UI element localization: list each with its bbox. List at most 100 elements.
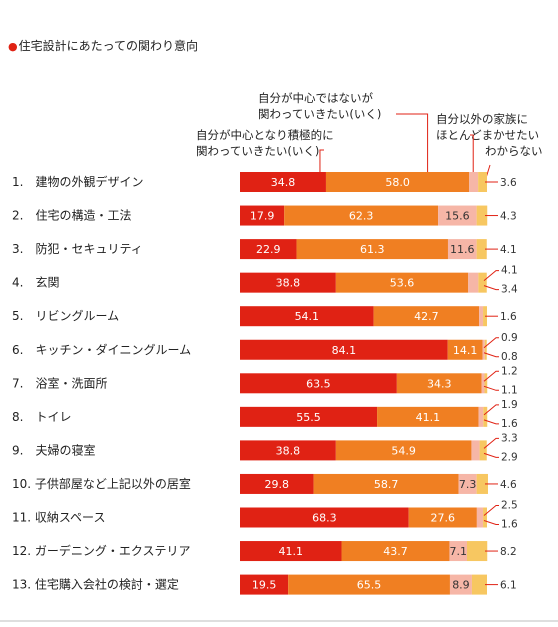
category-label-3: 3. 防犯・セキュリティ [12, 241, 143, 256]
data-label-r13-s3: 8.9 [452, 579, 470, 592]
data-label-r10-s3: 7.3 [459, 478, 477, 491]
bar-segment-r4-s2 [335, 272, 469, 293]
data-label-r10-s2: 58.7 [374, 478, 399, 491]
bar-segment-r9-s4 [479, 440, 487, 461]
category-label-11: 11. 収納スペース [12, 511, 105, 525]
legend-label-2-line-2: 関わっていきたい(いく) [258, 107, 381, 121]
data-label-r4-s1: 38.8 [276, 277, 301, 290]
legend-leader-line-2 [396, 113, 429, 175]
bar-segment-r12-s2 [341, 541, 450, 562]
legend-label-2-line-1: 自分が中心ではないが [258, 91, 373, 105]
data-label-r9-s1: 38.8 [276, 444, 301, 457]
category-label-8: 8. トイレ [12, 410, 71, 424]
data-label-r13-s2: 65.5 [357, 579, 382, 592]
side-label-r8-1: 1.9 [501, 399, 518, 411]
side-label-r6-1: 0.9 [501, 332, 518, 344]
bar-segment-r7-s1 [240, 373, 397, 394]
bar-segment-r6-s3 [482, 339, 485, 360]
bar-segment-r12-s4 [466, 541, 488, 562]
category-label-4: 4. 玄関 [12, 275, 59, 290]
data-label-r11-s2: 27.6 [431, 512, 456, 525]
data-label-r5-s1: 54.1 [295, 310, 320, 323]
bar-segment-r4-s3 [468, 272, 479, 293]
bullet-dot-icon: ● [8, 40, 18, 53]
data-label-r3-s1: 22.9 [256, 243, 281, 256]
data-label-r4-s2: 53.6 [390, 277, 415, 290]
data-label-r6-s1: 84.1 [332, 344, 357, 357]
bar-segment-r8-s3 [478, 406, 484, 427]
bar-segment-r9-s3 [471, 440, 480, 461]
side-leader-r8-2 [483, 419, 499, 425]
category-label-9: 9. 夫婦の寝室 [12, 442, 95, 457]
data-label-r11-s1: 68.3 [312, 512, 337, 525]
data-label-r12-s2: 43.7 [383, 545, 408, 558]
bar-segment-r10-s4 [476, 473, 488, 494]
bar-segment-r6-s1 [240, 339, 448, 360]
side-label-r11-2: 1.6 [501, 519, 518, 531]
bar-segment-r10-s3 [458, 473, 477, 494]
data-label-r8-s2: 41.1 [416, 411, 441, 424]
bar-segment-r12-s1 [240, 541, 342, 562]
side-leader-r9-2 [483, 452, 499, 458]
bar-segment-r10-s2 [313, 473, 459, 494]
data-label-r1-s2: 58.0 [385, 176, 410, 189]
bar-segment-r6-s2 [447, 339, 483, 360]
side-label-r1-1: 3.6 [500, 177, 517, 189]
legend-leader-line-1 [319, 149, 324, 175]
bar-segment-r3-s4 [476, 239, 487, 260]
bar-segment-r11-s1 [240, 507, 409, 528]
side-leader-r9-1 [483, 437, 499, 449]
side-label-r9-1: 3.3 [501, 432, 518, 444]
bar-segment-r3-s3 [447, 239, 477, 260]
chart-title-text: 住宅設計にあたっての関わり意向 [18, 39, 199, 53]
bar-segment-r3-s1 [240, 239, 297, 260]
bar-segment-r4-s1 [240, 272, 336, 293]
data-label-r3-s3: 11.6 [450, 243, 475, 256]
side-label-r9-2: 2.9 [501, 451, 518, 463]
data-label-r8-s1: 55.5 [296, 411, 321, 424]
data-label-r10-s1: 29.8 [265, 478, 290, 491]
bar-segment-r9-s1 [240, 440, 336, 461]
bar-segment-r2-s1 [240, 205, 285, 226]
bar-segment-r1-s2 [325, 172, 470, 192]
side-leader-r11-2 [483, 520, 499, 525]
data-label-r12-s3: 7.1 [449, 545, 467, 558]
bar-segment-r2-s4 [476, 205, 488, 226]
bar-segment-r2-s3 [438, 205, 477, 226]
bar-segment-r6-s4 [484, 339, 487, 360]
bar-segment-r5-s1 [240, 306, 374, 327]
data-label-r5-s2: 42.7 [414, 310, 439, 323]
side-label-r7-1: 1.2 [501, 365, 518, 377]
bar-segment-r11-s2 [408, 507, 477, 528]
data-label-r2-s2: 62.3 [349, 210, 374, 223]
category-label-5: 5. リビングルーム [12, 309, 119, 323]
bar-segment-r10-s1 [240, 473, 314, 494]
legend-leader-line-3 [470, 134, 474, 175]
bar-segment-r13-s4 [471, 574, 487, 595]
bar-segment-r7-s4 [484, 373, 488, 394]
bar-segment-r7-s3 [481, 373, 485, 394]
side-label-r6-2: 0.8 [501, 351, 518, 363]
bar-segment-r5-s2 [373, 306, 480, 327]
bar-segment-r8-s4 [483, 406, 488, 427]
category-label-1: 1. 建物の外観デザイン [12, 174, 143, 189]
side-label-r10-1: 4.6 [500, 479, 517, 491]
side-label-r2-1: 4.3 [500, 211, 517, 223]
side-leader-r4-2 [483, 285, 499, 291]
side-label-r3-1: 4.1 [500, 244, 517, 256]
chart-title: ●住宅設計にあたっての関わり意向 [8, 37, 198, 54]
category-label-13: 13. 住宅購入会社の検討・選定 [12, 577, 179, 592]
side-label-r13-1: 6.1 [500, 580, 517, 592]
bar-segment-r3-s2 [296, 239, 448, 260]
side-label-r5-1: 1.6 [500, 311, 517, 323]
data-label-r3-s2: 61.3 [360, 243, 385, 256]
category-label-2: 2. 住宅の構造・工法 [12, 208, 131, 223]
data-label-r7-s2: 34.3 [427, 377, 452, 390]
side-label-r4-1: 4.1 [501, 265, 518, 277]
bar-segment-r5-s3 [479, 306, 484, 327]
side-leader-r6-1 [483, 337, 499, 349]
bar-segment-r13-s1 [240, 574, 289, 595]
data-label-r7-s1: 63.5 [306, 377, 331, 390]
legend-label-3-line-1: 自分以外の家族に [436, 112, 528, 126]
